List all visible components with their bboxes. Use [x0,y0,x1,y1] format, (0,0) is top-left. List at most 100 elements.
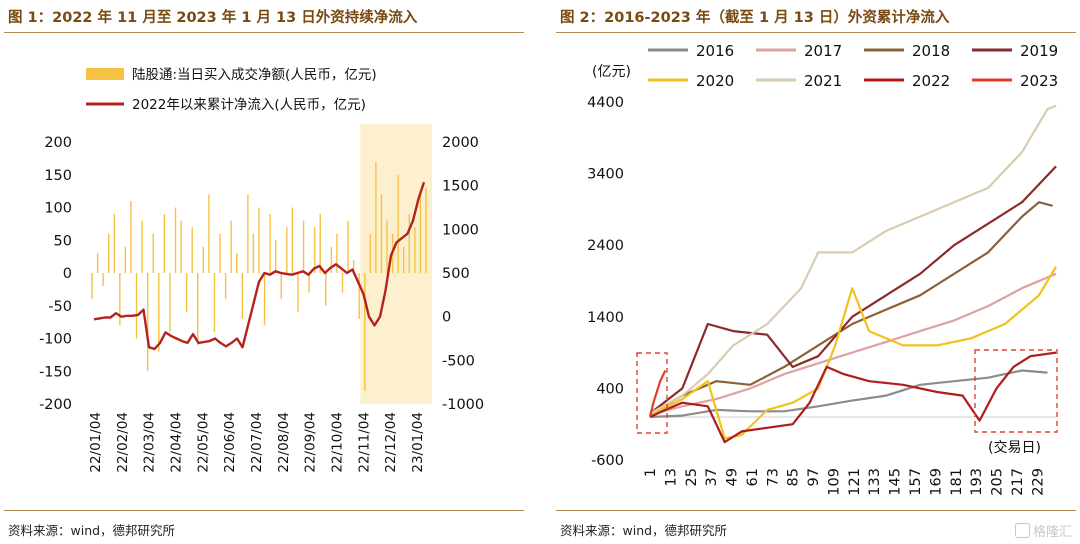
watermark: 格隆汇 [1014,521,1072,540]
left-chart-svg: 陆股通:当日买入成交净额(人民币，亿元) 2022年以来累计净流入(人民币，亿元)… [39,66,484,473]
right-title-rule [556,32,1076,33]
daily-net-buy-bar [380,194,383,273]
daily-net-buy-bar [258,207,260,273]
left-source-rule [4,510,524,511]
daily-net-buy-bar [241,273,243,319]
daily-net-buy-bar [219,233,221,273]
daily-net-buy-bar [319,214,321,273]
y-right-tick-label: 1000 [442,222,479,238]
daily-net-buy-bar [102,273,104,287]
left-source: 资料来源：wind，德邦研究所 [8,523,176,538]
daily-net-buy-bar [174,207,177,273]
daily-net-buy-bar [130,200,132,273]
daily-net-buy-bar [325,273,327,306]
y-right-tick-label: 1500 [442,179,479,195]
y-left-tick-label: 150 [44,168,72,184]
daily-net-buy-bar [386,220,388,273]
daily-net-buy-bar [146,273,149,372]
x-tick-label: 121 [847,468,863,496]
daily-net-buy-bar [119,273,121,326]
daily-net-buy-bar [230,220,232,273]
y-left-tick-label: -50 [48,299,72,315]
right-chart-svg: 2016 2017 2018 2019 2020 2021 2022 2023 (亿元) 4400… [587,42,1058,496]
y-right-tick-label: -500 [442,353,475,369]
daily-net-buy-bar [308,273,310,293]
x-tick-label: 22/09/04 [303,412,319,473]
daily-net-buy-bar [185,273,188,313]
daily-net-buy-bar [275,240,277,273]
daily-net-buy-bar [152,233,154,273]
left-title-rule [4,32,524,33]
x-tick-label: 22/02/04 [115,412,131,473]
daily-net-buy-bar [247,194,249,273]
x-tick-label: 23/01/04 [410,412,426,473]
series-line-2019 [649,165,1057,415]
daily-net-buy-bar [269,214,271,273]
daily-net-buy-bar [425,187,427,273]
y-left-tick-label: 200 [44,135,72,151]
y-right-tick-label: -1000 [442,397,484,413]
daily-net-buy-bar [369,233,372,273]
daily-net-buy-bar [135,273,138,339]
highlight-box-2022-end [974,349,1058,433]
x-tick-label: 22/04/04 [169,412,185,473]
daily-net-buy-bar [358,273,360,319]
daily-net-buy-bar [364,273,366,391]
daily-net-buy-bar [91,273,93,300]
right-chart-title: 图 2：2016-2023 年（截至 1 月 13 日）外资累计净流入 [560,10,950,26]
x-tick-label: 181 [949,468,965,496]
x-tick-label: 37 [704,468,720,486]
y-left-tick-label: 50 [54,233,72,249]
legend-label-2023: 2023 [1020,72,1058,90]
x-tick-label: 22/03/04 [142,412,158,473]
daily-net-buy-bar [113,214,115,273]
x-tick-label: 13 [663,468,679,486]
x-tick-label: 49 [725,468,741,486]
daily-net-buy-bar [224,273,227,300]
legend-label: 陆股通:当日买入成交净额(人民币，亿元) [132,66,377,83]
left-chart-panel: 图 1：2022 年 11 月至 2023 年 1 月 13 日外资持续净流入 … [0,0,528,544]
x-tick-label: 85 [786,468,802,486]
daily-net-buy-bar [124,246,127,273]
legend-label-2022: 2022 [912,72,950,90]
x-tick-label: 217 [1010,468,1026,496]
daily-net-buy-bar [397,174,399,273]
daily-net-buy-bar [213,273,216,332]
y-right-tick-label: 500 [442,266,470,282]
daily-net-buy-bar [419,194,422,273]
y-tick-label: -600 [591,453,624,469]
y-tick-label: 1400 [587,310,624,326]
daily-net-buy-bar [163,214,166,273]
daily-net-buy-bar [169,273,171,332]
daily-net-buy-bar [180,220,182,273]
daily-net-buy-bar [403,246,405,273]
x-tick-label: 61 [745,468,761,486]
x-tick-label: 73 [765,468,781,486]
daily-net-buy-bar [236,253,238,273]
daily-net-buy-bar [414,227,416,273]
y-left-tick-label: -150 [39,364,72,380]
daily-net-buy-bar [375,161,377,273]
x-tick-label: 22/06/04 [222,412,238,473]
daily-net-buy-bar [141,220,143,273]
y-left-tick-label: -200 [39,397,72,413]
watermark-text: 格隆汇 [1032,525,1072,540]
daily-net-buy-bar [108,233,110,273]
legend-label-2020: 2020 [696,72,734,90]
daily-net-buy-bar [280,273,282,300]
daily-net-buy-bar [191,227,193,273]
y-tick-label: 2400 [587,238,624,254]
x-tick-label: 22/08/04 [276,412,292,473]
x-tick-label: 169 [928,468,944,496]
series-line-2020 [649,266,1057,440]
daily-net-buy-bar [408,214,410,273]
daily-net-buy-bar [208,194,210,273]
x-tick-label: 22/07/04 [249,412,265,473]
daily-net-buy-bar [286,227,288,273]
daily-net-buy-bar [96,253,99,273]
y-right-tick-label: 2000 [442,135,479,151]
daily-net-buy-bar [341,273,344,293]
x-tick-label: 109 [826,468,842,496]
legend-label-2018: 2018 [912,42,950,60]
legend-label-2017: 2017 [804,42,842,60]
